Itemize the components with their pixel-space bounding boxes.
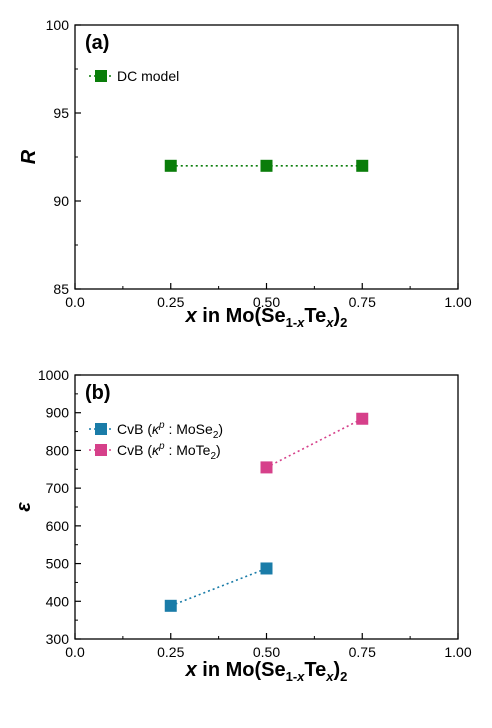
y-tick-label: 900	[46, 405, 70, 421]
x-tick-label: 1.00	[444, 644, 471, 660]
y-tick-label: 300	[46, 631, 70, 647]
y-tick-label: 500	[46, 556, 70, 572]
legend-marker	[95, 444, 107, 456]
legend-marker	[95, 423, 107, 435]
plot-frame	[74, 374, 459, 640]
y-axis-title: ε	[13, 502, 35, 512]
data-point	[356, 412, 369, 425]
x-tick-label: 0.0	[65, 294, 85, 310]
y-tick-label: 800	[46, 442, 70, 458]
data-point	[260, 562, 273, 575]
series-line	[266, 418, 363, 469]
series-0	[164, 159, 369, 172]
x-tick-label: 0.75	[349, 294, 376, 310]
panel-a: 0.0 0.25 0.50 0.75 1.00 85 90 95 100 (a) x in Mo(S…	[18, 17, 472, 330]
legend-label: CvB (κp : MoTe2)	[117, 441, 221, 462]
legend-entry: DC model	[89, 68, 179, 84]
y-tick-label: 1000	[38, 367, 69, 383]
x-tick-label: 0.50	[253, 294, 280, 310]
x-tick-label: 0.75	[349, 644, 376, 660]
y-tick-label: 90	[53, 193, 69, 209]
legend-entry: CvB (κp : MoTe2)	[89, 441, 221, 462]
data-point	[356, 159, 369, 172]
legend-label: CvB (κp : MoSe2)	[117, 420, 223, 441]
y-tick-label: 100	[46, 17, 70, 33]
data-point	[164, 159, 177, 172]
panel-label: (b)	[85, 382, 111, 404]
y-tick-label: 700	[46, 480, 70, 496]
y-axis-title: R	[18, 149, 40, 164]
panel-b: 0.0 0.25 0.50 0.75 1.00 300 400 500 600 700 800 900…	[13, 367, 472, 684]
legend-entry: CvB (κp : MoSe2)	[89, 420, 223, 441]
legend-marker	[95, 70, 107, 82]
y-tick-label: 400	[46, 593, 70, 609]
data-point	[260, 159, 273, 172]
x-tick-label: 0.25	[157, 644, 184, 660]
data-point	[164, 599, 177, 612]
data-point	[260, 461, 273, 474]
series-0	[164, 562, 273, 612]
x-tick-label: 0.0	[65, 644, 85, 660]
series-line	[170, 567, 267, 607]
x-axis-title: x in Mo(Se1-xTex)2	[185, 659, 348, 684]
legend-label: DC model	[117, 68, 179, 84]
y-tick-label: 600	[46, 518, 70, 534]
series-1	[260, 412, 369, 474]
x-tick-label: 0.25	[157, 294, 184, 310]
panel-label: (a)	[85, 32, 109, 54]
x-tick-label: 1.00	[444, 294, 471, 310]
x-tick-label: 0.50	[253, 644, 280, 660]
x-axis-title: x in Mo(Se1-xTex)2	[185, 305, 348, 330]
plot-frame	[74, 24, 459, 290]
y-tick-label: 85	[53, 281, 69, 297]
y-tick-label: 95	[53, 105, 69, 121]
